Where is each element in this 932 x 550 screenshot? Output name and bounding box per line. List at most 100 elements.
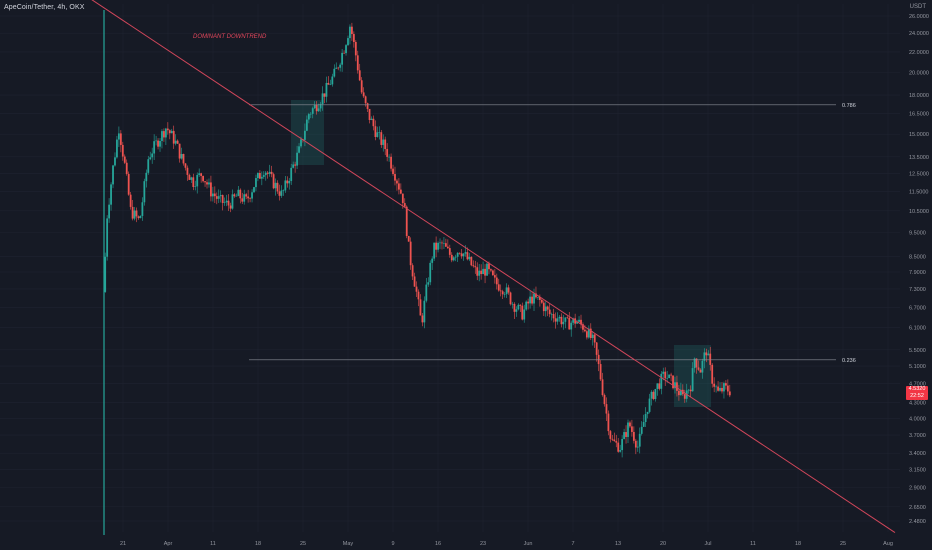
candle-body (284, 180, 287, 191)
y-tick-label: 2.9000 (909, 485, 926, 491)
candle-body (715, 386, 718, 388)
downtrend-line[interactable] (70, 0, 896, 533)
chart-grid (0, 4, 900, 532)
candle-body (676, 382, 678, 391)
candle-body (296, 152, 298, 166)
candle-body (237, 189, 240, 196)
candle-body (145, 172, 148, 182)
candle-body (141, 202, 144, 216)
candle-body (315, 104, 318, 112)
price-axis[interactable]: 26.0000 24.0000 22.0000 20.0000 18.0000 16.50… (909, 14, 929, 525)
candle-body (631, 426, 633, 432)
candle-body (721, 387, 723, 392)
candle-body (464, 252, 467, 254)
candle-body (648, 398, 651, 412)
candle-body (646, 411, 649, 415)
candle-body (505, 287, 508, 295)
candle-body (159, 140, 161, 147)
y-tick-label: 16.5000 (909, 112, 929, 118)
candle-body (196, 174, 199, 187)
candle-body (401, 193, 404, 204)
candle-body (323, 93, 326, 97)
candle-body (213, 193, 216, 197)
candle-body (382, 139, 385, 145)
y-tick-label: 6.1000 (909, 326, 926, 332)
candle-body (119, 133, 122, 145)
candle-body (368, 108, 371, 120)
candle-body (726, 385, 729, 392)
candle-body (392, 168, 394, 175)
candle-body (562, 321, 565, 325)
y-tick-label: 15.0000 (909, 132, 929, 138)
x-tick-label: 23 (480, 541, 486, 547)
candle-body (166, 128, 169, 131)
candle-body (595, 342, 598, 355)
candle-body (589, 328, 592, 338)
y-tick-label: 2.4800 (909, 519, 926, 525)
candle-body (149, 157, 152, 160)
candle-body (190, 177, 193, 180)
candle-body (339, 64, 342, 68)
candle-body (384, 139, 387, 150)
candle-body (280, 190, 283, 196)
candle-body (176, 140, 179, 144)
candle-body (354, 41, 357, 56)
y-tick-label: 24.0000 (909, 31, 929, 37)
candle-body (705, 352, 708, 356)
candle-body (208, 182, 210, 185)
y-tick-label: 8.5000 (909, 254, 926, 260)
candle-body (452, 257, 455, 261)
y-tick-label: 7.9000 (909, 270, 926, 276)
candle-body (362, 92, 365, 97)
candle-body (431, 258, 434, 263)
current-price: 4.5320 (908, 386, 926, 392)
candle-body (274, 182, 277, 189)
candle-body (335, 67, 338, 69)
candle-body (180, 154, 183, 159)
candle-body (548, 309, 551, 315)
time-axis[interactable]: 21 Apr 11 18 25 May 9 16 23 Jun 7 13 20 Jul 11 18 25 Aug (120, 541, 893, 547)
candle-body (486, 263, 488, 276)
candle-body (580, 319, 582, 325)
candle-body (527, 301, 530, 304)
candle-body (286, 180, 289, 184)
candle-body (360, 80, 363, 93)
candle-body (194, 186, 197, 187)
candle-body (491, 270, 494, 276)
candle-body (123, 156, 126, 163)
candle-body (556, 318, 559, 322)
candle-body (439, 242, 441, 244)
candle-body (161, 131, 163, 141)
candle-body (282, 190, 285, 191)
candle-body (576, 321, 578, 324)
candle-body (554, 318, 557, 322)
candle-body (425, 284, 428, 301)
candle-body (376, 132, 379, 137)
y-tick-label: 5.5000 (909, 348, 926, 354)
candle-body (294, 164, 297, 166)
candle-body (155, 140, 157, 142)
candle-body (143, 181, 146, 203)
candle-body (151, 153, 154, 158)
candle-body (257, 172, 259, 179)
candle-body (206, 182, 208, 185)
candle-body (427, 282, 430, 285)
candle-body (417, 291, 420, 300)
y-tick-label: 22.0000 (909, 50, 929, 56)
candle-body (615, 441, 618, 443)
y-tick-label: 20.0000 (909, 70, 929, 76)
candle-body (264, 172, 267, 176)
candle-body (231, 194, 234, 209)
candle-body (247, 196, 250, 199)
candle-body (640, 426, 643, 434)
candle-body (664, 371, 667, 379)
y-tick-label: 4.3000 (909, 401, 926, 407)
x-tick-label: Jul (704, 541, 711, 547)
candle-body (255, 178, 257, 188)
candle-body (351, 26, 353, 35)
candle-body (127, 173, 130, 195)
candle-body (217, 196, 220, 199)
candle-body (617, 442, 620, 452)
candle-body (560, 316, 563, 325)
